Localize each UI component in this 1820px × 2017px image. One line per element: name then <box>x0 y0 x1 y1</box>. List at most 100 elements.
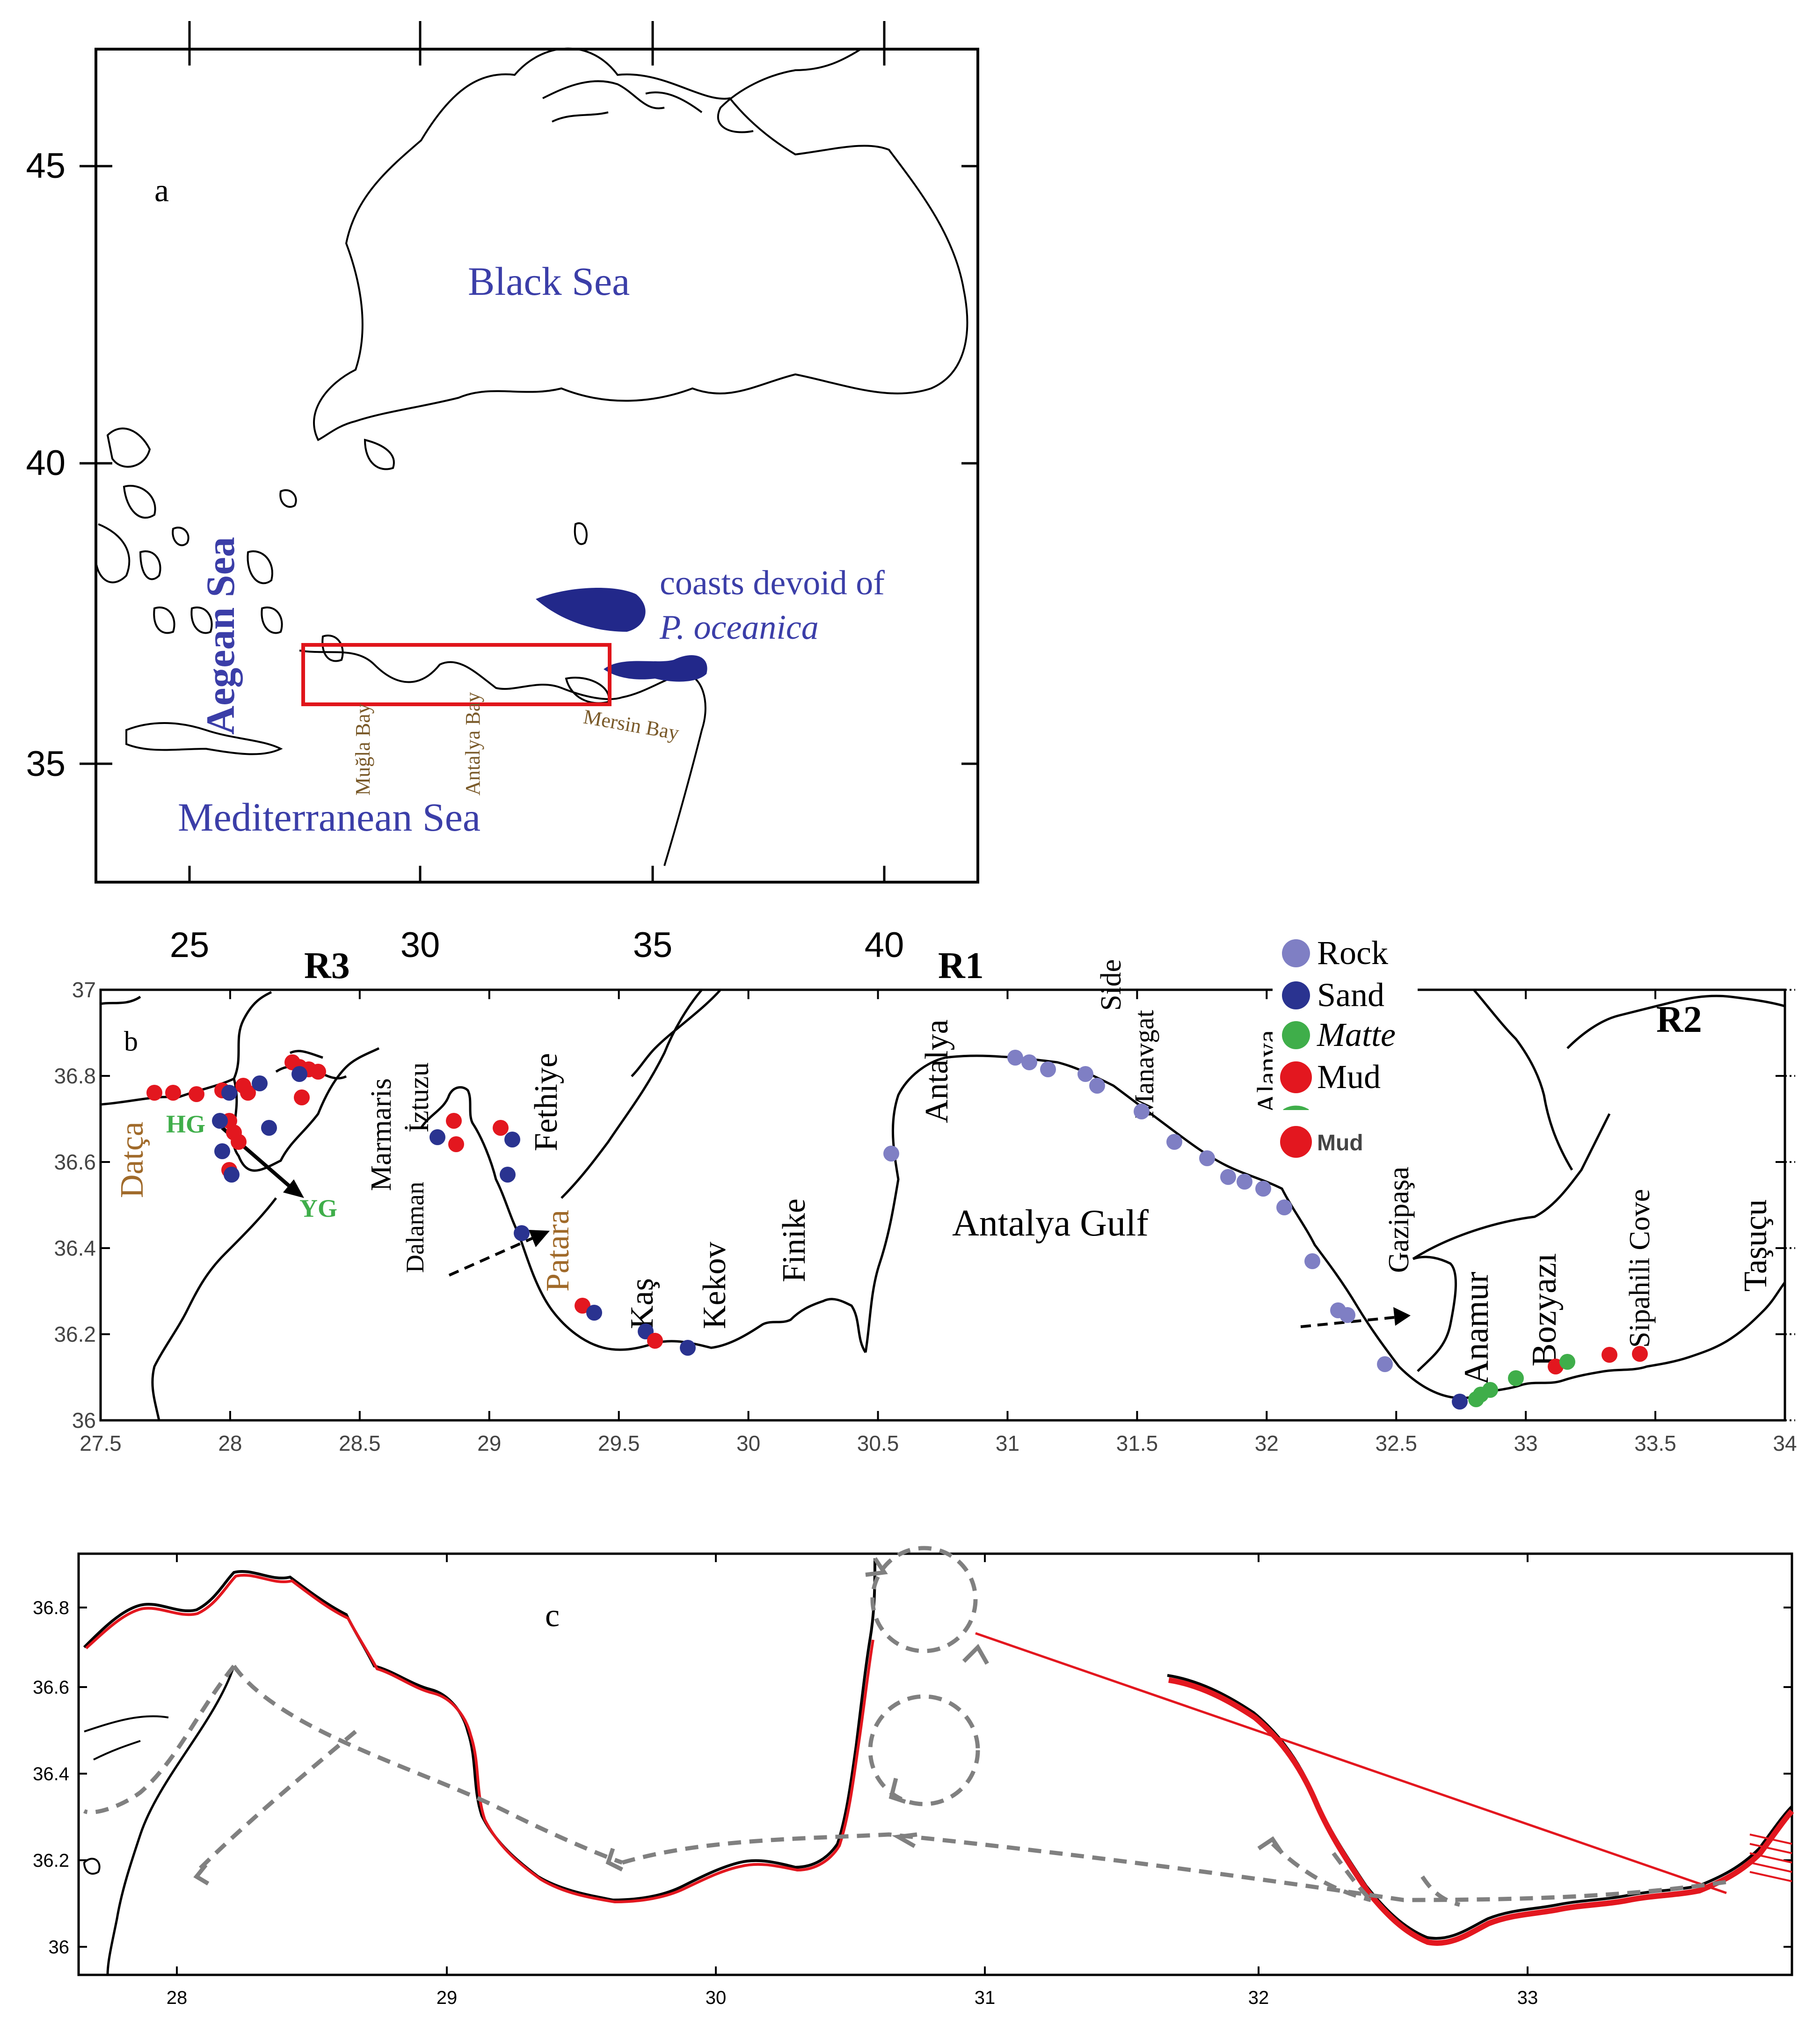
panel-b-xtick-label: 28.5 <box>339 1431 381 1455</box>
place-side: Side <box>1095 959 1127 1011</box>
panel-b-xtick-label: 30.5 <box>857 1431 899 1455</box>
panel-b-xtick-label: 33.5 <box>1634 1431 1676 1455</box>
sample-point-rock <box>1007 1050 1023 1066</box>
panel-c-ytick-label: 36.8 <box>33 1598 69 1618</box>
place-kekov: Kekov <box>697 1242 733 1329</box>
place-gazipasa: Gazipaşa <box>1383 1167 1415 1273</box>
legend-label-mud-extra: Mud <box>1317 1131 1363 1155</box>
sample-point-matte <box>1559 1354 1575 1370</box>
sample-point-rock <box>1340 1307 1355 1323</box>
place-yg: YG <box>299 1194 337 1222</box>
devoid-label-line1: coasts devoid of <box>660 564 885 602</box>
panel-a-ytick-40: 40 <box>26 443 66 483</box>
legend-label-mud: Mud <box>1317 1058 1381 1096</box>
panel-b-letter: b <box>124 1026 138 1057</box>
panel-c-xtick-label: 28 <box>167 1988 188 2008</box>
sample-point-sand <box>430 1129 445 1145</box>
sample-point-rock <box>1089 1078 1105 1094</box>
panel-b-xtick-label: 28 <box>218 1431 242 1455</box>
place-kas: Kaş <box>624 1278 660 1329</box>
c-red-chord <box>975 1632 1727 1894</box>
panel-b-ytick-label: 36.4 <box>54 1236 96 1260</box>
sample-point-mud <box>448 1136 464 1152</box>
c-red-fan <box>1749 1834 1792 1882</box>
panel-a-letter: a <box>154 173 169 209</box>
region-r1: R1 <box>938 945 984 987</box>
place-marmaris: Marmaris <box>365 1078 397 1191</box>
circulation-paths <box>83 1546 1732 1907</box>
sample-point-sand <box>291 1066 307 1082</box>
legend-marker-matte <box>1282 1021 1310 1049</box>
sample-point-mud <box>575 1298 590 1314</box>
sample-point-mud <box>189 1086 204 1102</box>
sample-point-sand <box>586 1305 602 1321</box>
sample-point-rock <box>1021 1054 1037 1070</box>
sample-point-rock <box>1220 1169 1236 1185</box>
panel-a: 45 40 35 25 30 35 40 <box>26 21 979 965</box>
sample-point-rock <box>1040 1061 1056 1077</box>
mediterranean-sea-label: Mediterranean Sea <box>178 795 480 840</box>
panel-a-xtick-35: 35 <box>633 925 673 965</box>
sample-point-sand <box>504 1132 520 1147</box>
sample-point-rock <box>1276 1199 1292 1215</box>
circulation-arrowheads <box>193 1557 1284 1885</box>
panel-a-ticks <box>80 21 978 882</box>
panel-a-ytick-45: 45 <box>26 146 66 186</box>
panel-c-xtick-label: 31 <box>975 1988 996 2008</box>
panel-c-ticks: 28 29 30 31 32 33 36.8 36.6 36.4 36.2 36 <box>33 1554 1792 2008</box>
panel-b-xtick-label: 30 <box>736 1431 760 1455</box>
panel-c-xtick-label: 33 <box>1517 1988 1538 2008</box>
legend-label-matte: Matte <box>1317 1016 1396 1053</box>
panel-b-frame <box>99 988 1786 1422</box>
panel-b-ytick-label: 36.6 <box>54 1150 96 1174</box>
black-sea-label: Black Sea <box>468 259 630 304</box>
panel-a-xtick-25: 25 <box>170 925 210 965</box>
panel-a-xtick-40: 40 <box>865 925 904 965</box>
sample-point-mud <box>231 1134 247 1150</box>
sample-point-sand <box>252 1075 268 1091</box>
devoid-patch-south <box>604 655 707 682</box>
sample-point-rock <box>1077 1066 1093 1082</box>
panel-b-ytick-label: 36.2 <box>54 1322 96 1346</box>
region-r2: R2 <box>1656 999 1702 1040</box>
sample-points <box>146 1050 1648 1410</box>
place-fethiye: Fethiye <box>528 1053 564 1151</box>
panel-b-ytick-label: 37 <box>72 978 96 1002</box>
sample-point-mud <box>446 1113 462 1129</box>
legend-marker-rock <box>1282 939 1310 967</box>
panel-c-ytick-label: 36.6 <box>33 1677 69 1698</box>
sample-point-rock <box>1237 1174 1252 1190</box>
sample-point-rock <box>1134 1104 1150 1119</box>
sample-point-mud <box>240 1085 256 1101</box>
panel-b-ticks: 27.5 28 28.5 29 29.5 30 30.5 31 31.5 32 32.5 33 33.5… <box>54 978 1797 1455</box>
panel-c-ytick-label: 36.2 <box>33 1850 69 1871</box>
panel-b-xtick-label: 34 <box>1773 1431 1797 1455</box>
panel-b-xtick-label: 31 <box>996 1431 1019 1455</box>
panel-c-letter: c <box>545 1598 560 1634</box>
panel-c-xtick-label: 32 <box>1248 1988 1269 2008</box>
sample-point-sand <box>224 1167 240 1183</box>
sample-point-sand <box>261 1120 277 1136</box>
panel-b-xtick-label: 31.5 <box>1116 1431 1158 1455</box>
panel-b-xtick-label: 32.5 <box>1375 1431 1417 1455</box>
place-bozyazi: Bozyazı <box>1525 1253 1564 1367</box>
legend: Rock Sand Matte Mud Mud <box>1273 934 1418 1161</box>
sample-point-matte <box>1482 1382 1498 1398</box>
mugla-bay-label: Muğla Bay <box>351 703 374 796</box>
legend-marker-sand <box>1282 981 1310 1009</box>
panel-b-xtick-label: 33 <box>1514 1431 1538 1455</box>
sample-point-sand <box>221 1085 237 1101</box>
panel-b-ytick-label: 36 <box>72 1408 96 1432</box>
panel-b-xtick-label: 29.5 <box>598 1431 640 1455</box>
sample-point-sand <box>212 1113 228 1129</box>
study-area-box <box>301 643 612 706</box>
place-sipahili: Sipahili Cove <box>1624 1189 1656 1348</box>
panel-c-xtick-label: 30 <box>706 1988 727 2008</box>
region-r3: R3 <box>304 945 350 987</box>
sample-point-mud <box>294 1089 310 1105</box>
legend-marker-mud <box>1280 1061 1312 1093</box>
panel-b-xtick-label: 32 <box>1255 1431 1279 1455</box>
panel-b-coastline <box>100 989 1786 1421</box>
panel-c-ytick-label: 36.4 <box>33 1764 69 1784</box>
sample-point-rock <box>1377 1356 1393 1372</box>
